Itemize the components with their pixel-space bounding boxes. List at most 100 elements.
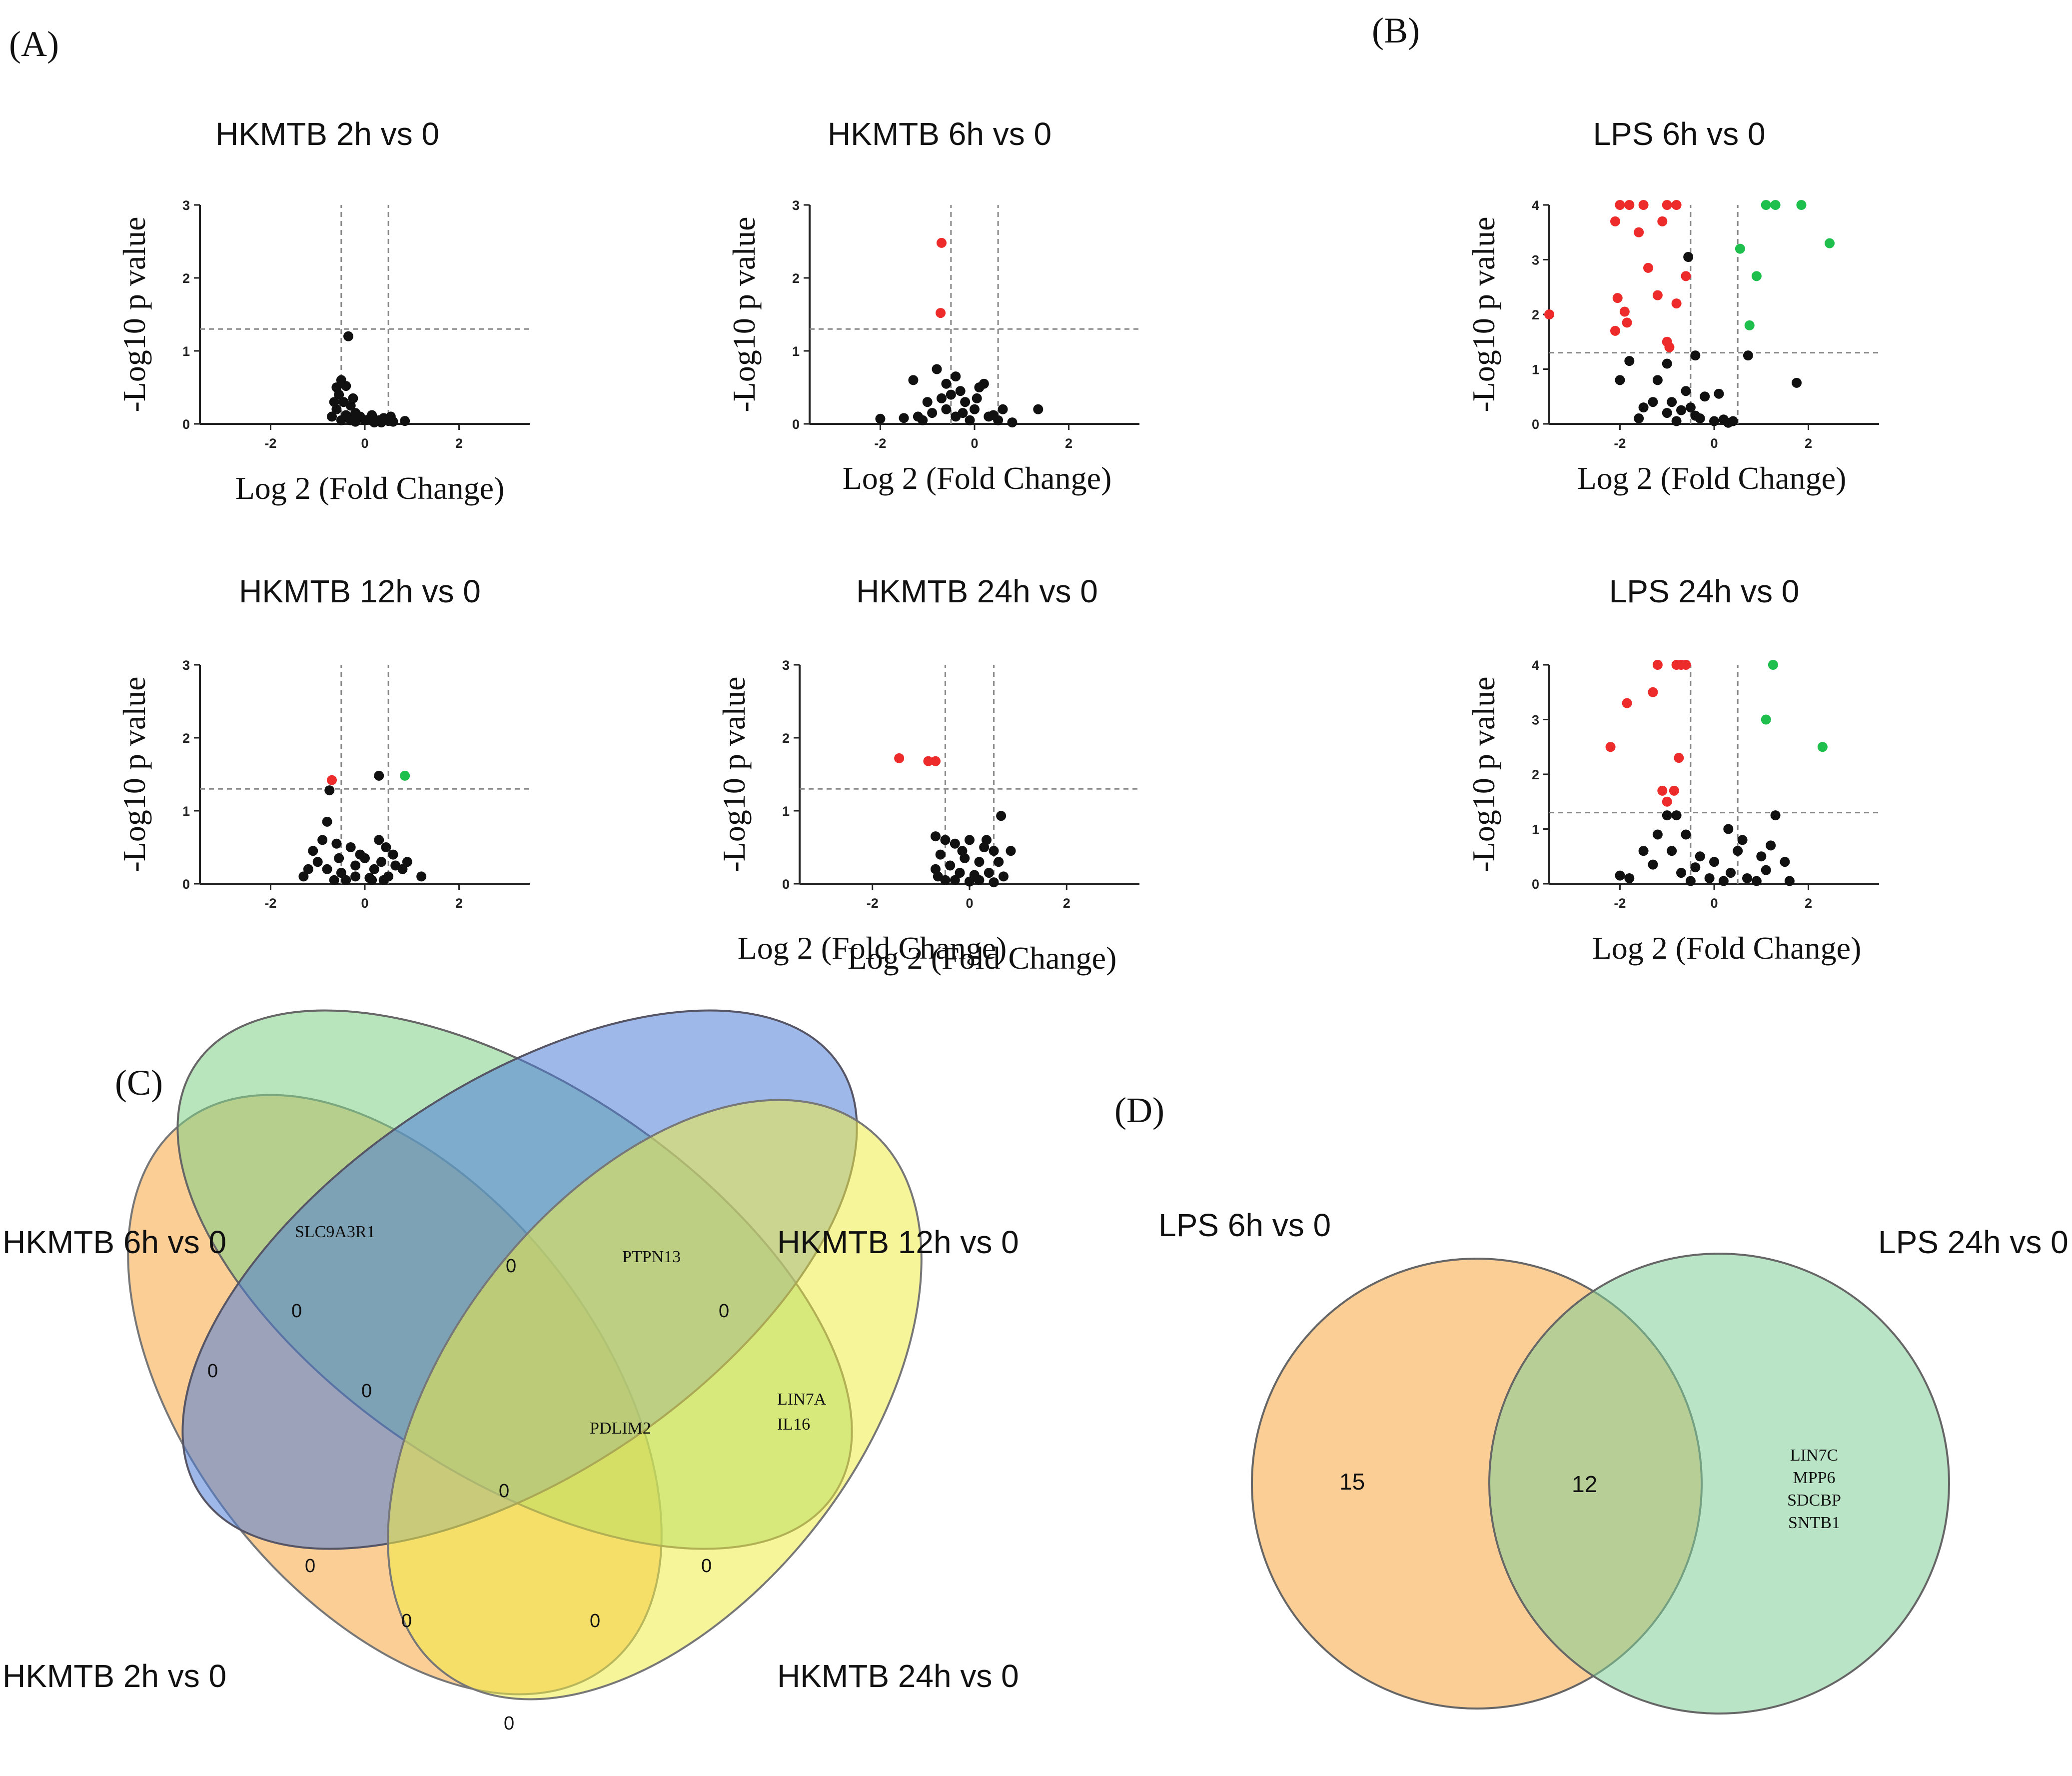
x-tick-label: 2 [1805,896,1812,911]
point-not-significant [941,378,952,389]
venn-region-2h-6h-24h: 0 [305,1556,315,1577]
y-tick-label: 1 [182,804,190,819]
y-tick-label: 0 [182,877,190,892]
point-downregulated [327,775,337,785]
point-upregulated [400,770,410,781]
point-not-significant [374,770,384,781]
panel-label-a: (A) [9,24,59,64]
point-downregulated [923,756,934,766]
point-not-significant [996,811,1007,821]
point-not-significant [1709,416,1719,426]
point-not-significant [1723,417,1734,428]
y-tick-label: 3 [1532,713,1539,728]
point-not-significant [381,842,391,852]
point-not-significant [1733,846,1743,856]
point-downregulated [1619,306,1630,317]
venn-label-hkmtb-12h: HKMTB 12h vs 0 [777,1224,1019,1260]
x-tick-label: -2 [264,896,276,911]
point-not-significant [1667,397,1677,407]
point-upregulated [1735,243,1745,254]
y-tick-label: 2 [1532,767,1539,782]
point-not-significant [385,411,396,422]
point-not-significant [945,860,956,871]
point-not-significant [348,393,358,403]
point-not-significant [935,849,946,860]
point-downregulated [1681,660,1691,670]
point-not-significant [376,417,386,428]
point-not-significant [1784,876,1795,886]
y-tick-label: 0 [182,417,190,432]
y-tick-label: 2 [1532,307,1539,322]
point-not-significant [1761,865,1771,875]
point-downregulated [1612,293,1623,303]
point-not-significant [957,846,968,856]
venn-region-12h-only: PTPN13 [622,1248,681,1266]
point-not-significant [378,875,389,885]
point-not-significant [1780,857,1790,867]
y-tick-label: 0 [792,417,800,432]
point-not-significant [970,404,980,414]
point-downregulated [1610,325,1620,336]
y-axis-label: -Log10 p value [1466,217,1501,412]
venn-region-6h-12h-24h: PDLIM2 [590,1419,651,1438]
point-downregulated [937,237,947,248]
x-tick-label: 0 [1710,896,1718,911]
venn-two-set: LPS 6h vs 0 LPS 24h vs 0 15 12 LIN7C MPP… [1158,1207,2069,1715]
point-not-significant [367,410,377,420]
point-downregulated [936,308,946,318]
point-upregulated [1744,320,1755,330]
point-not-significant [1742,873,1752,884]
y-tick-label: 0 [782,877,790,892]
x-tick-label: 2 [1063,896,1070,911]
point-not-significant [329,397,339,407]
point-not-significant [974,875,985,885]
venn-region-all-four: 0 [499,1481,509,1502]
point-not-significant [1700,391,1710,402]
point-downregulated [1662,796,1672,807]
point-not-significant [950,838,960,849]
point-downregulated [1544,309,1554,319]
point-not-significant [308,846,318,856]
point-downregulated [1652,290,1663,300]
x-tick-label: 2 [455,896,463,911]
venn-label-lps-6h: LPS 6h vs 0 [1158,1207,1331,1243]
panel-label-c: (C) [115,1063,163,1103]
point-not-significant [955,386,966,396]
point-not-significant [1792,377,1802,388]
point-not-significant [1770,810,1781,821]
x-axis-label: Log 2 (Fold Change) [1592,930,1862,966]
x-tick-label: -2 [867,896,879,911]
y-tick-label: 1 [792,344,800,359]
x-tick-label: 0 [966,896,973,911]
point-not-significant [329,875,339,885]
chart-title: HKMTB 6h vs 0 [828,116,1051,152]
point-not-significant [946,389,956,400]
point-upregulated [1751,271,1762,281]
point-not-significant [343,331,353,341]
y-tick-label: 1 [782,804,790,819]
y-tick-label: 4 [1532,198,1539,213]
point-not-significant [1743,350,1753,361]
point-not-significant [312,857,323,867]
chart-title: LPS 24h vs 0 [1609,573,1800,609]
point-not-significant [1624,873,1635,884]
point-upregulated [1761,200,1771,210]
y-tick-label: 3 [182,198,190,213]
point-downregulated [931,756,941,766]
venn-region-6h-12h: 0 [506,1256,516,1277]
venn-region-lps-6h-only: 15 [1339,1469,1365,1495]
point-not-significant [960,397,971,407]
venn-label-hkmtb-6h: HKMTB 6h vs 0 [2,1224,226,1260]
point-not-significant [369,864,379,874]
venn-ellipse-hkmtb-24h [387,1099,923,1701]
point-not-significant [334,853,344,863]
point-not-significant [1726,868,1736,878]
point-not-significant [416,871,427,882]
x-tick-label: -2 [874,436,886,451]
volcano-plot-hkmtb-2h: HKMTB 2h vs 0 -2 0 2 0 1 2 3 Log 2 (Fold Change)… [116,116,530,506]
point-not-significant [1676,868,1686,878]
point-not-significant [1671,810,1682,821]
venn-four-set: HKMTB 6h vs 0 HKMTB 12h vs 0 HKMTB 2h vs… [2,1009,1019,1734]
point-upregulated [1817,742,1828,752]
point-not-significant [1756,851,1767,862]
